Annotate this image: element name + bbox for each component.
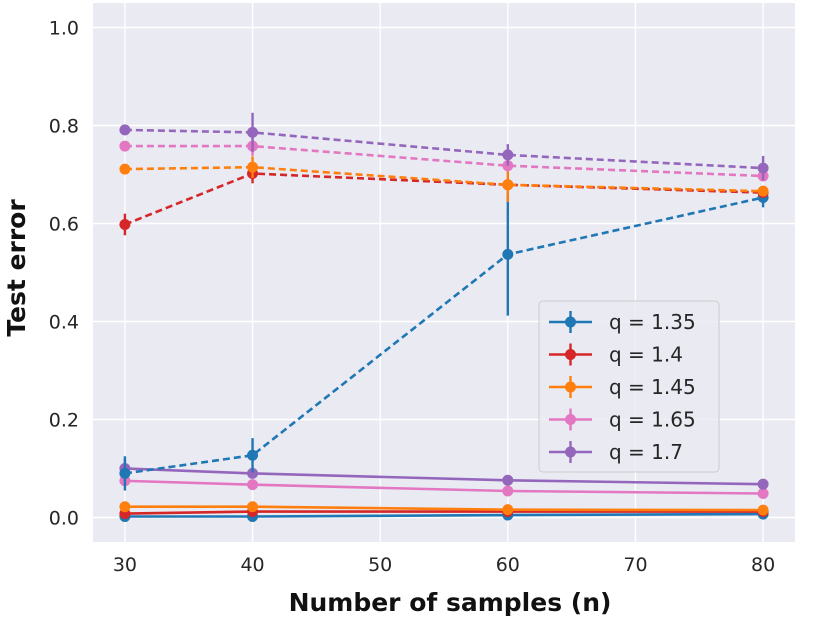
data-point [757, 487, 769, 499]
data-point [247, 449, 259, 461]
legend-marker [565, 414, 576, 425]
series-layer [119, 112, 769, 523]
series-line [124, 196, 764, 475]
series-q-1-45-solid [119, 501, 769, 516]
data-point [247, 501, 259, 513]
data-point [757, 504, 769, 516]
data-point [247, 126, 259, 138]
data-point [119, 124, 131, 136]
legend-entry: q = 1.4 [549, 343, 683, 367]
data-point [119, 140, 131, 152]
legend-marker [565, 316, 576, 328]
series-line [124, 165, 764, 193]
tick-labels: 30 40 50 60 70 80 0.0 0.2 0.4 0.6 0.8 1.0 [49, 18, 775, 577]
legend-label: q = 1.45 [609, 375, 696, 399]
gridlines [93, 3, 795, 542]
series-q-1-7-solid [119, 458, 769, 490]
series-line [124, 128, 764, 170]
legend: q = 1.35 q = 1.4 q = 1.45 q = 1.65 q = 1.7 [538, 300, 720, 473]
series-line [124, 510, 764, 515]
x-tick-label: 70 [623, 554, 647, 576]
legend-box [538, 300, 720, 473]
series-line [124, 479, 764, 495]
x-tick-label: 60 [496, 554, 520, 576]
data-point [757, 162, 769, 174]
y-tick-label: 0.0 [49, 508, 79, 530]
legend-marker [565, 349, 576, 360]
legend-entry: q = 1.7 [549, 440, 683, 464]
series-line [124, 144, 764, 178]
data-point [502, 504, 514, 516]
y-tick-label: 0.4 [49, 312, 79, 334]
data-point [247, 467, 259, 479]
data-point [757, 185, 769, 197]
series-line [124, 505, 764, 512]
legend-entry: q = 1.65 [549, 408, 696, 432]
x-tick-label: 30 [113, 554, 137, 576]
x-tick-label: 40 [240, 554, 264, 576]
legend-entry: q = 1.45 [549, 375, 696, 399]
legend-label: q = 1.7 [609, 440, 683, 464]
data-point [119, 218, 131, 230]
data-point [502, 485, 514, 497]
data-point [502, 474, 514, 486]
legend-label: q = 1.35 [609, 310, 696, 334]
x-tick-label: 80 [751, 554, 775, 576]
legend-entry: q = 1.35 [549, 310, 696, 334]
x-axis-title: Number of samples (n) [289, 588, 612, 617]
data-point [119, 467, 131, 479]
y-tick-label: 0.8 [49, 116, 79, 138]
legend-marker [565, 381, 576, 393]
data-point [502, 179, 514, 191]
y-axis-title: Test error [2, 199, 31, 337]
data-point [119, 163, 131, 175]
series-line [124, 467, 764, 486]
data-point [502, 149, 514, 161]
y-tick-label: 0.2 [49, 410, 79, 432]
data-point [247, 479, 259, 491]
legend-marker [565, 446, 576, 458]
data-point [119, 501, 131, 513]
y-tick-label: 1.0 [49, 18, 79, 40]
legend-label: q = 1.65 [609, 408, 696, 432]
x-tick-label: 50 [368, 554, 392, 576]
data-point [247, 161, 259, 173]
series-line [124, 512, 764, 518]
series-q-1-45-dashed [119, 156, 769, 202]
data-point [757, 478, 769, 490]
y-tick-label: 0.6 [49, 214, 79, 236]
series-q-1-7-dashed [119, 112, 769, 181]
data-point [502, 248, 514, 260]
legend-label: q = 1.4 [609, 343, 683, 367]
